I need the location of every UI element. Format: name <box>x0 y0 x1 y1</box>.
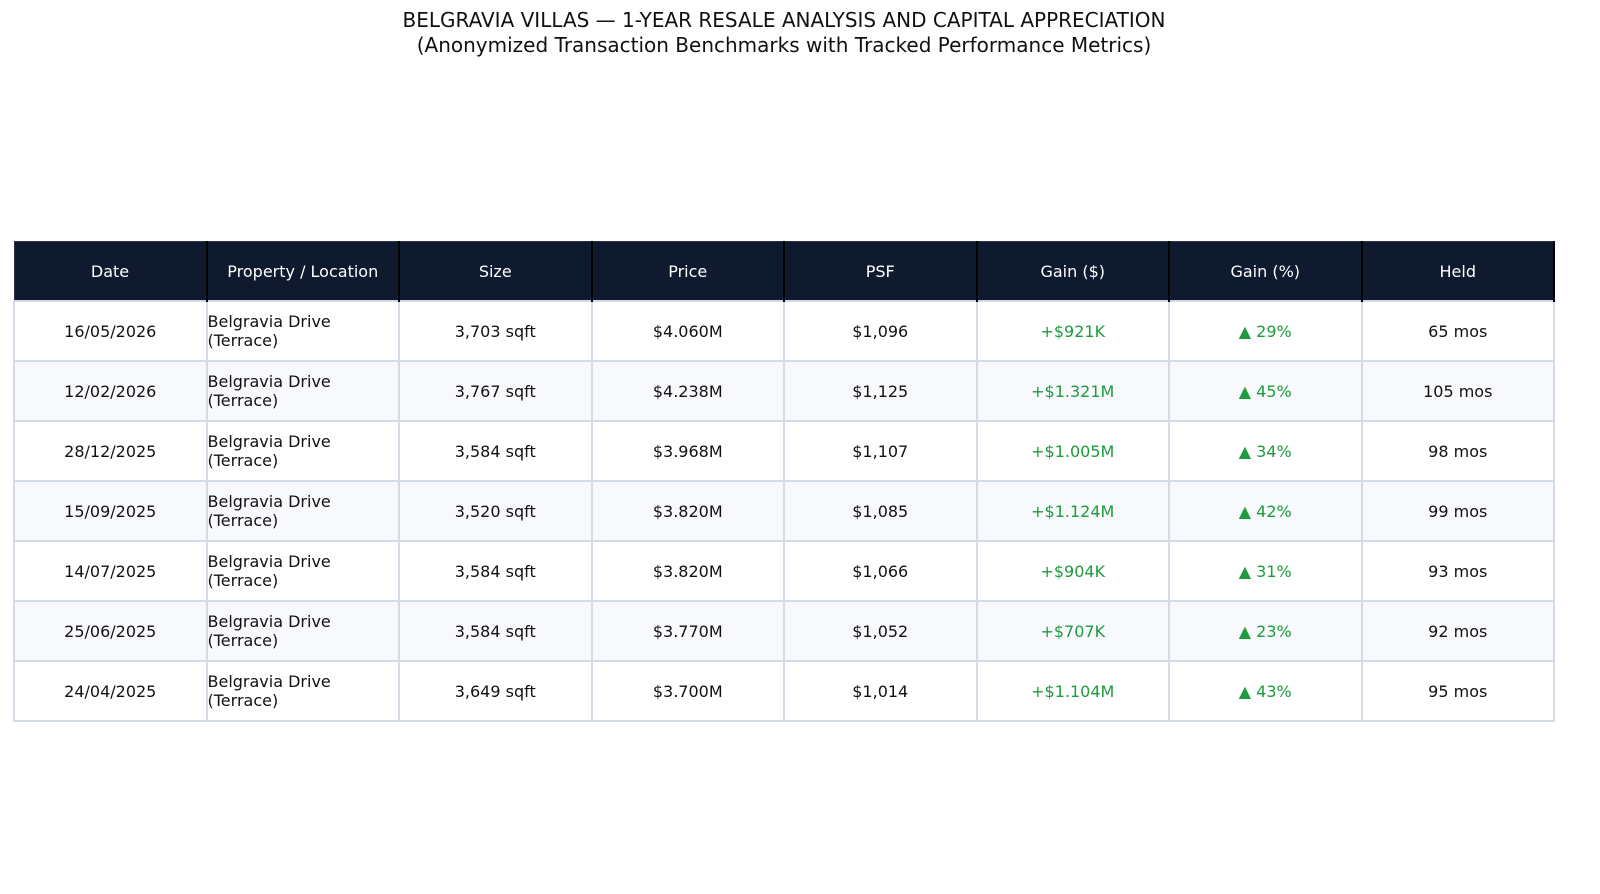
table-cell: +$1.104M <box>975 660 1170 722</box>
table-cell: ▲ 34% <box>1168 420 1363 482</box>
table-cell: +$1.005M <box>975 420 1170 482</box>
table-cell: +$1.124M <box>975 480 1170 542</box>
table-cell: $1,107 <box>783 420 978 482</box>
table-cell: 15/09/2025 <box>13 480 208 542</box>
table-cell: 24/04/2025 <box>13 660 208 722</box>
table-cell: Belgravia Drive (Terrace) <box>205 480 400 542</box>
table-row: 25/06/2025 Belgravia Drive (Terrace) 3,584… <box>13 600 1555 662</box>
table-row: 28/12/2025 Belgravia Drive (Terrace) 3,584… <box>13 420 1555 482</box>
table-cell: ▲ 43% <box>1168 660 1363 722</box>
table-cell: $1,125 <box>783 360 978 422</box>
table-cell: $1,052 <box>783 600 978 662</box>
table-cell: 28/12/2025 <box>13 420 208 482</box>
table-cell: ▲ 23% <box>1168 600 1363 662</box>
table-cell: +$921K <box>975 300 1170 362</box>
header-row: Date Property / Location Size Price PSF Gain … <box>13 241 1555 302</box>
table-cell: 93 mos <box>1360 540 1555 602</box>
column-header: Held <box>1361 241 1555 302</box>
table-row: 16/05/2026 Belgravia Drive (Terrace) 3,703… <box>13 300 1555 362</box>
table-cell: ▲ 31% <box>1168 540 1363 602</box>
table-cell: 95 mos <box>1360 660 1555 722</box>
table-cell: $3.700M <box>590 660 785 722</box>
table-cell: 3,703 sqft <box>398 300 593 362</box>
table-cell: 14/07/2025 <box>13 540 208 602</box>
column-header: PSF <box>783 241 978 302</box>
table-row: 14/07/2025 Belgravia Drive (Terrace) 3,584… <box>13 540 1555 602</box>
table-cell: Belgravia Drive (Terrace) <box>205 600 400 662</box>
subtitle: (Anonymized Transaction Benchmarks with … <box>416 33 1152 57</box>
table-cell: +$1.321M <box>975 360 1170 422</box>
table-cell: $4.238M <box>590 360 785 422</box>
table-cell: 3,584 sqft <box>398 420 593 482</box>
table-cell: 65 mos <box>1360 300 1555 362</box>
table-cell: 3,584 sqft <box>398 600 593 662</box>
table-cell: $3.770M <box>590 600 785 662</box>
table-cell: ▲ 42% <box>1168 480 1363 542</box>
column-header: Gain (%) <box>1168 241 1363 302</box>
table-cell: $1,014 <box>783 660 978 722</box>
table-cell: 92 mos <box>1360 600 1555 662</box>
table-cell: ▲ 45% <box>1168 360 1363 422</box>
header: BELGRAVIA VILLAS — 1-YEAR RESALE ANALYSI… <box>0 8 1568 58</box>
table-cell: $1,085 <box>783 480 978 542</box>
column-header: Property / Location <box>206 241 400 302</box>
table-cell: +$904K <box>975 540 1170 602</box>
table-cell: 3,584 sqft <box>398 540 593 602</box>
table-cell: 12/02/2026 <box>13 360 208 422</box>
table-body: 16/05/2026 Belgravia Drive (Terrace) 3,703… <box>13 300 1555 722</box>
table-cell: Belgravia Drive (Terrace) <box>205 300 400 362</box>
resale-table: Date Property / Location Size Price PSF Gain … <box>13 241 1555 722</box>
table-cell: Belgravia Drive (Terrace) <box>205 360 400 422</box>
column-header: Price <box>591 241 785 302</box>
column-header: Gain ($) <box>976 241 1170 302</box>
table-cell: 105 mos <box>1360 360 1555 422</box>
table-cell: Belgravia Drive (Terrace) <box>205 660 400 722</box>
table-cell: 3,520 sqft <box>398 480 593 542</box>
table-cell: +$707K <box>975 600 1170 662</box>
table-cell: $1,066 <box>783 540 978 602</box>
table-cell: 25/06/2025 <box>13 600 208 662</box>
column-header: Size <box>398 241 593 302</box>
table-cell: $3.968M <box>590 420 785 482</box>
table-row: 12/02/2026 Belgravia Drive (Terrace) 3,767… <box>13 360 1555 422</box>
table-cell: $3.820M <box>590 480 785 542</box>
table-cell: $4.060M <box>590 300 785 362</box>
table-cell: $3.820M <box>590 540 785 602</box>
table-cell: $1,096 <box>783 300 978 362</box>
table-row: 15/09/2025 Belgravia Drive (Terrace) 3,520… <box>13 480 1555 542</box>
table-row: 24/04/2025 Belgravia Drive (Terrace) 3,649… <box>13 660 1555 722</box>
table-cell: Belgravia Drive (Terrace) <box>205 420 400 482</box>
title: BELGRAVIA VILLAS — 1-YEAR RESALE ANALYSI… <box>402 8 1166 32</box>
table-cell: 3,649 sqft <box>398 660 593 722</box>
table-cell: Belgravia Drive (Terrace) <box>205 540 400 602</box>
table-cell: 98 mos <box>1360 420 1555 482</box>
table-cell: 3,767 sqft <box>398 360 593 422</box>
table-cell: 99 mos <box>1360 480 1555 542</box>
table-cell: ▲ 29% <box>1168 300 1363 362</box>
table-cell: 16/05/2026 <box>13 300 208 362</box>
column-header: Date <box>13 241 208 302</box>
